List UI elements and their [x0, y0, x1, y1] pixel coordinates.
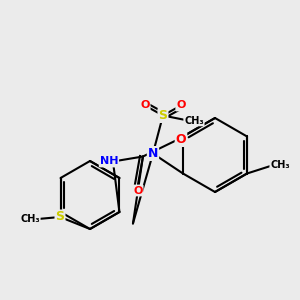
Text: O: O: [176, 133, 186, 146]
Text: O: O: [176, 100, 186, 110]
Text: O: O: [133, 185, 142, 196]
Text: CH₃: CH₃: [20, 214, 40, 224]
Text: O: O: [140, 100, 150, 110]
Text: CH₃: CH₃: [270, 160, 290, 170]
Text: N: N: [148, 147, 158, 160]
Text: S: S: [56, 211, 64, 224]
Text: S: S: [158, 109, 167, 122]
Text: CH₃: CH₃: [184, 116, 204, 125]
Text: NH: NH: [100, 157, 118, 166]
